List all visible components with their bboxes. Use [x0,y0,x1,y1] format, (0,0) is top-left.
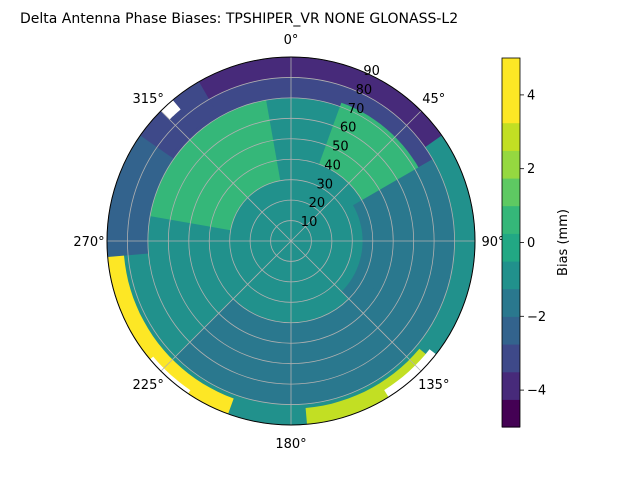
azimuth-tick-label: 90° [481,235,504,250]
colorbar-band [502,94,520,124]
polar-outer-frame [106,56,476,426]
azimuth-tick-label: 0° [284,33,299,48]
azimuth-gridline [160,240,292,372]
radial-tick-label: 60 [340,121,357,136]
radial-tick-label: 40 [324,158,341,173]
azimuth-tick-label: 180° [275,437,306,452]
colorbar-band [502,58,520,96]
azimuth-tick-label: 135° [418,378,449,393]
polar-tick-labels: 0° 45° 90° 135° 180° 225° 270° 315° 10 20 30 40 50 60… [73,33,504,452]
colorbar-band [502,344,520,373]
azimuth-tick-label: 270° [73,235,104,250]
colorbar-band [502,260,520,290]
contour-region-south-negative-band [175,281,433,405]
colorbar-band [502,122,520,151]
contour-region-west-rim-slightly-negative [107,135,174,257]
colorbar-tick-label: 2 [527,162,535,177]
colorbar-band [502,316,520,345]
azimuth-gridline [160,110,292,242]
contour-region-north-rim-negative [157,77,433,170]
colorbar-band [502,288,520,317]
radial-tick-label: 30 [317,177,334,192]
radial-tick-label: 70 [348,102,365,117]
colorbar-band [502,233,520,262]
blank-region-northwest-gap [160,100,181,120]
polar-grid [106,56,476,426]
colorbar-band [502,177,520,207]
colorbar-tick-label: −2 [527,310,546,325]
colorbar-band [502,371,520,400]
colorbar-label: Bias (mm) [556,209,571,276]
radial-tick-label: 50 [332,140,349,155]
chart-title: Delta Antenna Phase Biases: TPSHIPER_VR … [20,11,458,27]
radial-tick-label: 80 [356,83,373,98]
colorbar-tick-label: 0 [527,236,535,251]
contour-region-north-rim-deep-negative [185,57,442,154]
azimuth-gridline [290,240,422,372]
contour-region-southeast-rim-high [305,348,432,425]
radial-tick-label: 10 [301,215,318,230]
blank-region-southeast-gap [384,349,436,397]
azimuth-gridline [290,110,422,242]
colorbar: −4 −2 0 2 4 Bias (mm) [501,57,571,428]
blank-region-southwest-gap [150,356,191,394]
azimuth-tick-label: 225° [133,378,164,393]
colorbar-tick-label: 4 [527,88,535,103]
colorbar-band [502,150,520,179]
colorbar-band [502,205,520,234]
radial-tick-label: 90 [363,64,380,79]
azimuth-tick-label: 315° [133,92,164,107]
azimuth-tick-label: 45° [422,92,445,107]
colorbar-tick-label: −4 [527,384,546,399]
colorbar-band [502,399,520,428]
radial-tick-label: 20 [309,196,326,211]
